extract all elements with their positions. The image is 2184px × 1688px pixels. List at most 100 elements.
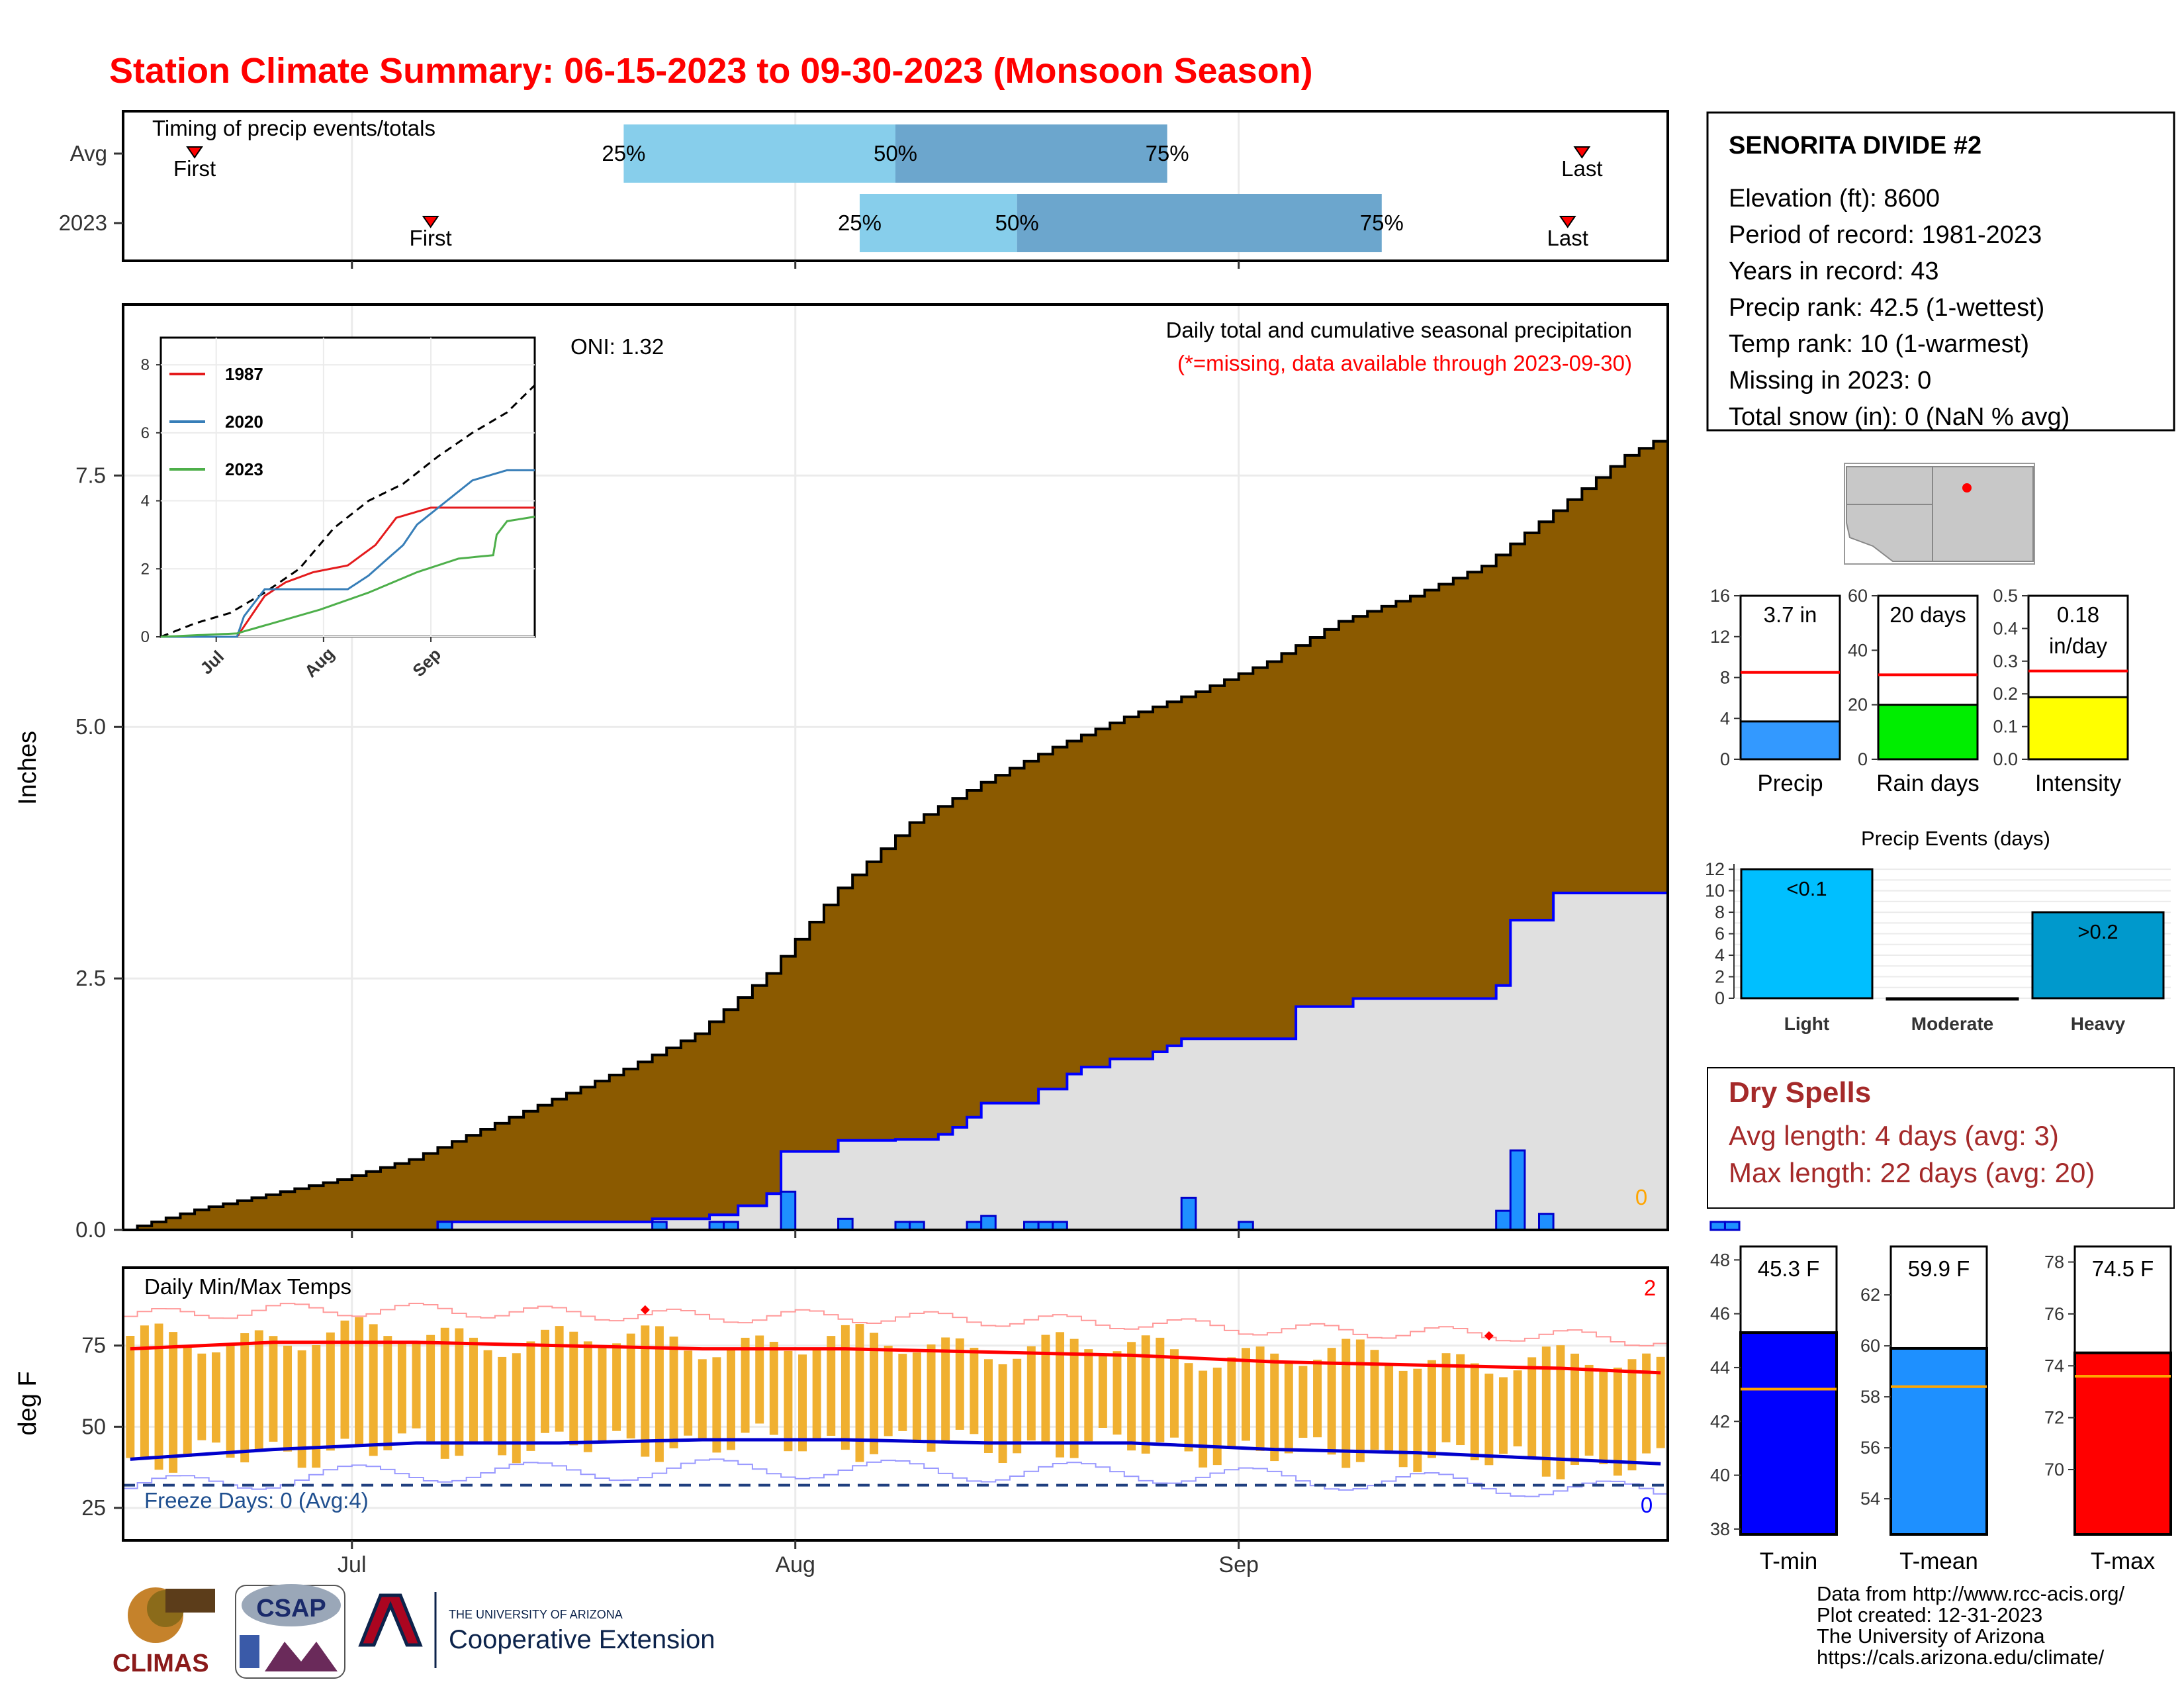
temp-summary-y-tick-label: 76 [2044, 1304, 2064, 1324]
logos: CLIMAS CSAP THE UNIVERSITY OF ARIZONA Co… [113, 1584, 715, 1679]
daily-temp-bar [469, 1337, 478, 1443]
average-min-temp-line [130, 1438, 1661, 1466]
daily-temp-bar [1584, 1364, 1594, 1456]
timing-p50-label: 50% [874, 141, 917, 165]
temp-summary-y-tick-label: 58 [1860, 1387, 1880, 1407]
daily-temp-bar [1398, 1370, 1408, 1468]
dry-spells-box: Dry Spells Avg length: 4 days (avg: 3) M… [1707, 1067, 2175, 1209]
timing-bar-25-50 [859, 194, 1017, 252]
daily-temp-bar [1327, 1348, 1336, 1455]
precip-panel: 0.0 2.5 5.0 7.5 Inches Daily total and cumu… [14, 303, 1741, 1242]
daily-temp-bar [583, 1341, 592, 1452]
daily-precip-bar [1180, 1196, 1197, 1231]
dry-spells-max: Max length: 22 days (avg: 20) [1729, 1157, 2095, 1188]
station-info-line: Precip rank: 42.5 (1-wettest) [1729, 294, 2044, 322]
daily-precip-bar [1538, 1213, 1555, 1231]
temp-summary-y-tick-label: 40 [1710, 1466, 1730, 1485]
mini-bar-label: Intensity [2035, 771, 2122, 796]
timing-row-label: Avg [70, 141, 107, 165]
daily-temp-bar [1113, 1351, 1122, 1435]
daily-temp-bar [569, 1331, 578, 1446]
inset-y-tick-label: 2 [141, 560, 150, 578]
mini-bar-value [1877, 704, 1979, 761]
mini-bar-y-tick-label: 0.2 [1993, 684, 2018, 704]
daily-temp-bar [870, 1333, 879, 1454]
timing-bar-25-50 [623, 124, 895, 183]
precip-events-chart: Precip Events (days) <0.1 Light Moderate >0… [1705, 827, 2171, 1034]
timing-p50-label: 50% [995, 211, 1039, 235]
mini-bar-value [2027, 696, 2129, 761]
daily-temp-bar [1184, 1363, 1193, 1452]
daily-temp-bar [426, 1335, 435, 1444]
precip-annotation-missing: (*=missing, data available through 2023-… [1177, 351, 1632, 375]
station-info-line: Total snow (in): 0 (NaN % avg) [1729, 403, 2070, 431]
daily-temp-bar [1227, 1357, 1236, 1448]
inset-y-tick-label: 4 [141, 492, 150, 510]
temp-summary-value [1739, 1331, 1838, 1536]
daily-temp-bar [884, 1345, 893, 1436]
station-info-line: Period of record: 1981-2023 [1729, 221, 2042, 249]
events-y-tick-label: 8 [1715, 902, 1725, 922]
daily-temp-bar [1527, 1357, 1537, 1458]
precip-y-label: Inches [14, 731, 42, 805]
event-bar-heavy [2031, 911, 2165, 1000]
daily-temp-bar [140, 1325, 149, 1458]
daily-temp-bar [269, 1336, 278, 1442]
credit-line: Data from http://www.rcc-acis.org/ [1817, 1582, 2125, 1605]
page-title: Station Climate Summary: 06-15-2023 to 0… [109, 51, 1313, 91]
timing-p75-label: 75% [1146, 141, 1189, 165]
daily-temp-bar [1313, 1360, 1322, 1438]
mini-bar-chart-rain-days: 0 20 40 60 20 days Rain days [1848, 586, 1979, 796]
daily-temp-bar [1056, 1332, 1065, 1458]
timing-p25-label: 25% [838, 211, 882, 235]
precip-y-tick-label: 2.5 [75, 966, 106, 990]
daily-temp-bar [541, 1329, 550, 1433]
daily-temp-bar [555, 1326, 564, 1432]
daily-precip-bar [980, 1215, 997, 1231]
daily-temp-bar [1441, 1353, 1451, 1442]
daily-temp-bar [512, 1353, 521, 1464]
events-y-tick-label: 0 [1715, 988, 1725, 1008]
daily-temp-bar [211, 1352, 220, 1443]
x-tick-label: Aug [775, 1552, 815, 1577]
first-event-marker [422, 216, 439, 228]
record-low-line [123, 1458, 1668, 1497]
daily-temp-bar [626, 1333, 635, 1439]
mini-bar-y-tick-label: 0.4 [1993, 618, 2018, 638]
inset-legend-label: 2020 [225, 412, 263, 432]
daily-temp-bar [970, 1347, 979, 1434]
daily-temp-bar [383, 1336, 392, 1450]
events-y-tick-label: 4 [1715, 945, 1725, 965]
station-info-line: Temp rank: 10 (1-warmest) [1729, 330, 2029, 358]
daily-temp-bar [1298, 1366, 1308, 1438]
daily-temp-bar [598, 1346, 607, 1442]
credit-line: The University of Arizona [1817, 1624, 2045, 1648]
daily-temp-bar [712, 1357, 721, 1453]
daily-temp-bar [812, 1348, 821, 1439]
mini-bar-y-tick-label: 0.1 [1993, 717, 2018, 737]
x-tick-label: Sep [1218, 1552, 1259, 1577]
event-category-label: Heavy [2071, 1013, 2126, 1034]
temp-summary-label: T-min [1760, 1548, 1818, 1574]
daily-temp-bar [1284, 1362, 1293, 1454]
mini-bar-value-label: 3.7 in [1764, 602, 1817, 627]
precip-events-title: Precip Events (days) [1861, 827, 2050, 850]
dry-spells-avg: Avg length: 4 days (avg: 3) [1729, 1120, 2059, 1151]
daily-temp-bar [698, 1359, 707, 1441]
daily-temp-bar [798, 1354, 807, 1452]
temp-summary-t-min: 38 40 42 44 46 48 45.3 F T-min [1710, 1245, 1838, 1574]
cumulative-average-area [123, 440, 1669, 1231]
daily-precip-bar [1495, 1209, 1512, 1231]
daily-temp-range-bars [126, 1317, 1665, 1479]
station-info-line: Years in record: 43 [1729, 258, 1939, 285]
daily-temp-bar [655, 1326, 664, 1462]
daily-temp-bar [340, 1320, 349, 1439]
daily-temp-bar [1498, 1377, 1508, 1454]
daily-temp-bar [412, 1342, 421, 1429]
daily-temp-bar [297, 1350, 306, 1468]
daily-precip-bar [837, 1217, 854, 1231]
precip-annotation-title: Daily total and cumulative seasonal prec… [1166, 318, 1632, 342]
daily-temp-bar [1241, 1348, 1250, 1441]
timing-row: 25% 50% 75% First Last Avg [70, 124, 1603, 183]
